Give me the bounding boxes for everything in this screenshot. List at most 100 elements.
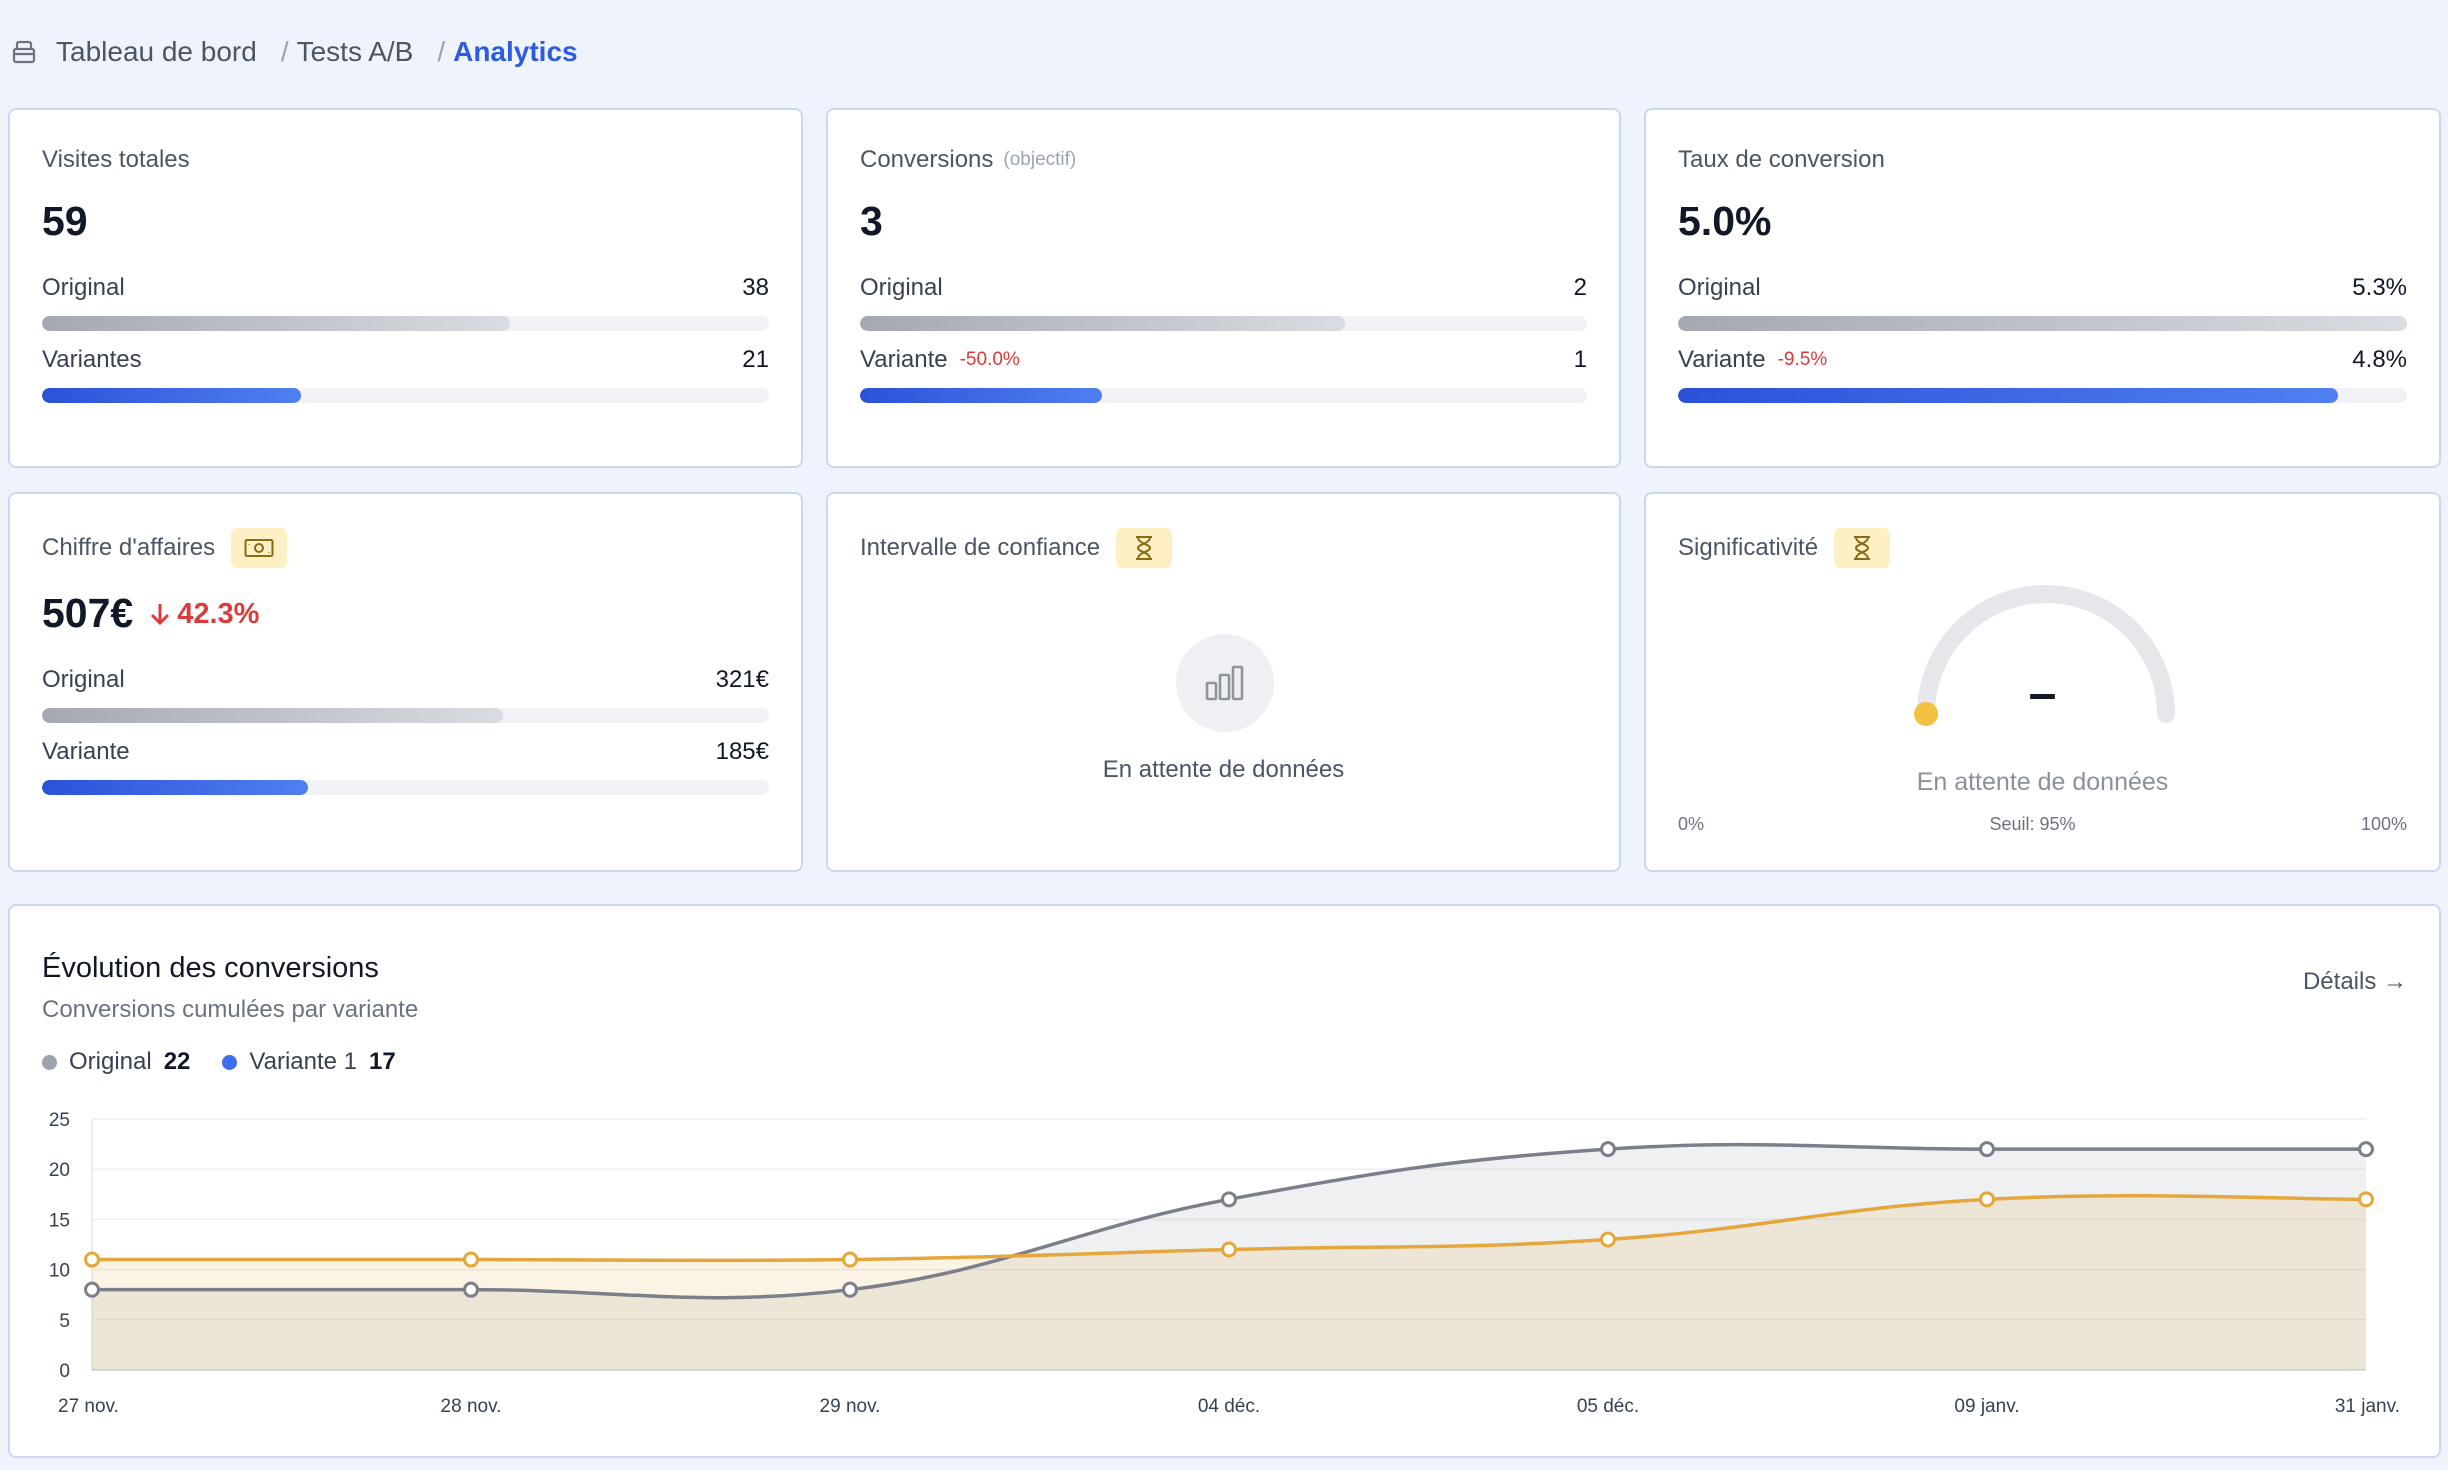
confidence-title-text: Intervalle de confiance (860, 534, 1101, 561)
revenue-variant-bar (42, 780, 769, 795)
y-tick-label: 20 (49, 1160, 70, 1181)
significance-card: Significativité – En attente de données … (1644, 492, 2441, 872)
revenue-total: 507€ 42.3% (42, 590, 259, 637)
legend-original-count: 22 (163, 1048, 191, 1075)
data-point (84, 1281, 100, 1298)
revenue-original-bar (42, 708, 769, 723)
conversions-variant-row: Variante -50.0% 1 (860, 346, 1587, 374)
revenue-variant-row: Variante 185€ (42, 738, 769, 766)
x-tick-label: 04 déc. (1198, 1396, 1260, 1417)
x-tick-label: 28 nov. (441, 1396, 502, 1417)
visits-total-value: 59 (42, 198, 88, 244)
significance-threshold-label: Seuil: 95% (1989, 814, 2076, 834)
legend-original-name: Original (69, 1048, 152, 1075)
rate-original-bar-fill (1678, 316, 2407, 331)
x-tick-label: 09 janv. (1954, 1396, 2019, 1417)
visits-variants-value: 21 (742, 346, 769, 373)
legend-variant-name: Variante 1 (249, 1048, 358, 1075)
conversions-variant-bar-fill (860, 388, 1103, 403)
rate-variant-label: Variante (1678, 346, 1766, 373)
visits-original-label: Original (42, 274, 125, 301)
visits-title: Visites totales (42, 146, 190, 174)
confidence-empty-text: En attente de données (1102, 756, 1345, 783)
breadcrumb-home[interactable]: Tableau de bord (56, 36, 257, 67)
bar-chart-icon (1176, 634, 1274, 732)
legend-item-variant[interactable]: Variante 1 17 (222, 1048, 396, 1076)
significance-min-label: 0% (1678, 814, 1705, 834)
confidence-title: Intervalle de confiance (860, 528, 1173, 568)
hourglass-icon (1834, 528, 1891, 568)
data-point (463, 1251, 479, 1268)
breadcrumb-current: Analytics (453, 36, 578, 67)
data-point (1221, 1241, 1237, 1258)
y-tick-label: 0 (59, 1361, 70, 1382)
rate-total: 5.0% (1678, 198, 1771, 245)
data-point (1600, 1141, 1616, 1158)
rate-variant-bar-fill (1678, 388, 2338, 403)
legend-dot-variant (222, 1054, 238, 1070)
conversions-variant-label: Variante (860, 346, 948, 373)
conversions-total: 3 (860, 198, 883, 245)
significance-empty-text: En attente de données (1916, 768, 2169, 796)
visits-variants-row: Variantes 21 (42, 346, 769, 374)
conversions-variant-delta: -50.0% (959, 349, 1020, 370)
revenue-title: Chiffre d'affaires (42, 528, 288, 568)
x-tick-label: 31 janv. (2335, 1396, 2400, 1417)
breadcrumb-section[interactable]: Tests A/B (296, 36, 414, 67)
rate-title-text: Taux de conversion (1678, 146, 1885, 173)
details-link[interactable]: Détails → (2302, 968, 2407, 995)
revenue-original-label: Original (42, 666, 125, 693)
data-point (842, 1281, 858, 1298)
y-tick-label: 25 (49, 1110, 70, 1131)
conversions-original-bar (860, 316, 1587, 331)
y-tick-label: 5 (59, 1311, 70, 1332)
gauge-indicator (1914, 702, 1938, 726)
breadcrumb-separator: / (280, 36, 289, 67)
visits-variants-bar-fill (42, 388, 301, 403)
rate-original-value: 5.3% (2352, 274, 2407, 301)
conversions-original-bar-fill (860, 316, 1345, 331)
conversions-original-row: Original 2 (860, 274, 1587, 302)
significance-title-text: Significativité (1678, 534, 1819, 561)
conversions-title: Conversions (objectif) (860, 146, 1076, 174)
legend-item-original[interactable]: Original 22 (42, 1048, 190, 1076)
revenue-original-bar-fill (42, 708, 503, 723)
evolution-card: Évolution des conversions Conversions cu… (8, 904, 2441, 1458)
data-point (84, 1251, 100, 1268)
significance-gauge (1914, 585, 2175, 726)
conversions-original-value: 2 (1573, 274, 1587, 301)
revenue-total-value: 507€ (42, 590, 134, 636)
data-point (2358, 1191, 2374, 1208)
y-tick-label: 10 (49, 1261, 70, 1282)
significance-value: – (2028, 665, 2057, 721)
visits-original-row: Original 38 (42, 274, 769, 302)
visits-original-bar-fill (42, 316, 511, 331)
rate-variant-bar (1678, 388, 2407, 403)
rate-variant-value: 4.8% (2352, 346, 2407, 373)
rate-original-row: Original 5.3% (1678, 274, 2407, 302)
rate-original-bar (1678, 316, 2407, 331)
conversions-card: Conversions (objectif) 3 Original 2 Vari… (826, 108, 1621, 468)
evolution-chart: 0 5 10 15 20 25 27 nov. 28 nov. 29 nov. 04 déc. 05… (49, 1110, 2400, 1417)
significance-max-label: 100% (2360, 814, 2407, 834)
x-tick-label: 29 nov. (820, 1396, 881, 1417)
visits-total: 59 (42, 198, 88, 245)
x-tick-label: 27 nov. (58, 1396, 119, 1417)
hourglass-icon (1116, 528, 1173, 568)
revenue-delta-value: 42.3% (177, 597, 260, 630)
legend-dot-original (42, 1054, 57, 1070)
significance-title: Significativité (1678, 528, 1891, 568)
significance-scale: 0% Seuil: 95% 100% (1678, 814, 2407, 835)
rate-variant-row: Variante -9.5% 4.8% (1678, 346, 2407, 374)
rate-total-value: 5.0% (1678, 198, 1772, 244)
conversions-variant-bar (860, 388, 1587, 403)
revenue-variant-value: 185€ (715, 738, 769, 765)
series-area-1 (92, 1195, 2366, 1370)
revenue-original-row: Original 321€ (42, 666, 769, 694)
revenue-variant-bar-fill (42, 780, 309, 795)
rate-original-label: Original (1678, 274, 1761, 301)
revenue-variant-label: Variante (42, 738, 130, 765)
rate-card: Taux de conversion 5.0% Original 5.3% Va… (1644, 108, 2441, 468)
breadcrumb: Tableau de bord / Tests A/B / Analytics (10, 30, 578, 74)
rate-title: Taux de conversion (1678, 146, 1885, 174)
